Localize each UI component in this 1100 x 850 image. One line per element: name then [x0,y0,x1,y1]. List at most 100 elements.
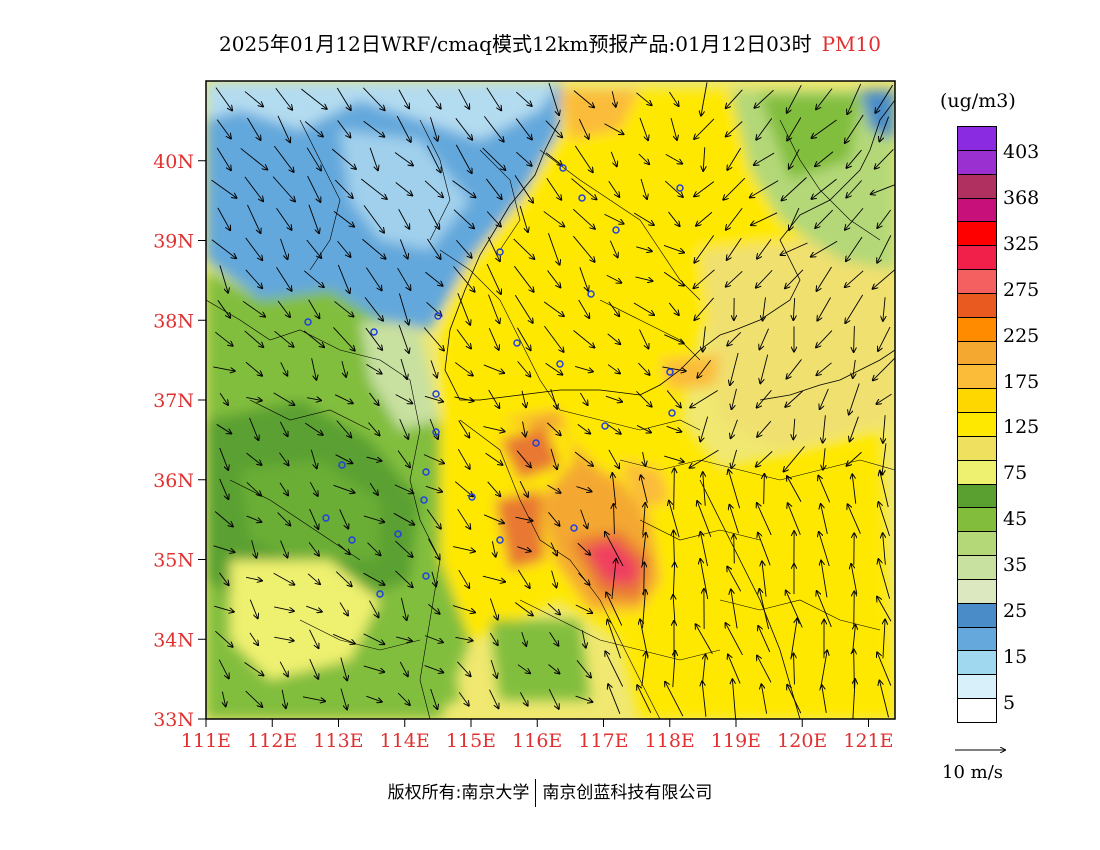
wind-arrow [637,685,652,713]
wind-arrow [216,424,232,433]
field-green-south [490,620,590,700]
wind-arrow [664,334,683,344]
wind-arrow [336,87,350,110]
wind-arrow [395,394,413,404]
wind-arrow [697,501,712,538]
wind-arrow [854,649,855,689]
wind-arrow [516,151,531,166]
axis-ticks [198,160,869,727]
wind-arrow [883,620,885,659]
wind-arrow [272,176,295,202]
concentration-field [206,81,895,719]
wind-arrow [877,597,892,622]
city-marker [468,493,476,501]
city-marker [559,164,567,172]
wind-arrow [483,514,504,523]
wind-arrow [365,327,382,350]
wind-arrow [219,447,229,470]
wind-arrow [730,352,739,385]
legend-label: 175 [1003,370,1040,393]
wind-arrow [883,297,885,321]
wind-arrow [577,424,590,433]
wind-arrow [639,329,649,349]
wind-arrow [663,271,684,285]
wind-arrow [639,117,648,140]
wind-arrow [363,120,385,136]
lon-label: 116E [512,730,562,752]
wind-arrow [249,417,259,440]
field-red-hotspot [585,540,640,585]
wind-arrow [641,475,648,503]
field-blue-ne-corner [860,90,895,140]
legend-swatch [957,221,997,247]
wind-arrow [273,392,295,405]
wind-arrow [245,361,262,376]
wind-arrow [638,362,649,375]
wind-arrow [430,688,438,709]
wind-arrow [246,515,262,522]
wind-arrow [604,123,624,134]
wind-arrow [789,149,800,168]
city-marker [422,572,430,580]
legend-swatch [957,149,997,175]
wind-arrow [301,88,326,109]
wind-arrow [211,179,237,198]
wind-arrow [517,569,529,588]
wind-arrow [485,452,503,465]
wind-arrow [515,118,532,140]
wind-arrow [726,89,743,108]
wind-arrow [847,451,862,465]
wind-arrow [818,476,831,503]
wind-arrow [394,484,413,493]
city-marker [432,390,440,398]
wind-arrow [847,83,862,114]
wind-arrow [276,267,291,291]
wind-arrow [488,328,498,350]
legend-swatch [957,626,997,652]
wind-arrow [516,91,531,106]
wind-arrow [399,418,409,439]
wind-arrow [690,449,719,468]
wind-arrow [398,209,410,228]
wind-arrow [396,115,411,142]
city-markers [304,164,684,598]
map-title: 2025年01月12日WRF/cmaq模式12km预报产品:01月12日03时 P… [0,28,1100,57]
legend-label: 275 [1003,278,1040,301]
wind-arrow [754,152,775,165]
coastline [444,99,895,401]
wind-arrow [673,595,675,624]
city-marker [587,290,595,298]
wind-arrow [337,264,349,293]
lon-label: 114E [380,730,430,752]
legend-swatch [957,388,997,414]
wind-arrow [643,452,646,466]
wind-arrow [548,82,559,115]
wind-arrow [633,302,654,315]
city-marker [370,328,378,336]
legend-swatch [957,483,997,509]
wind-arrow [879,681,889,718]
wind-arrow [785,269,804,288]
wind-arrow [398,89,409,108]
wind-arrow [217,207,230,230]
wind-arrow [482,575,505,582]
wind-arrow [399,661,408,676]
wind-arrow [549,632,559,645]
wind-arrow [246,482,261,495]
wind-arrow [245,269,262,288]
wind-arrow [793,297,794,320]
legend-label: 75 [1003,462,1028,485]
wind-arrow [757,390,772,407]
wind-arrow [363,205,384,232]
wind-arrow [483,364,504,373]
wind-arrow [240,148,267,169]
wind-arrow [242,300,265,316]
wind-arrow [452,180,476,198]
wind-arrow [545,362,563,374]
wind-arrow [610,151,617,166]
wind-arrow [606,592,623,626]
city-marker [601,422,609,430]
wind-arrow [398,293,408,325]
lat-label: 40N [153,151,194,173]
legend-label: 325 [1003,232,1040,255]
